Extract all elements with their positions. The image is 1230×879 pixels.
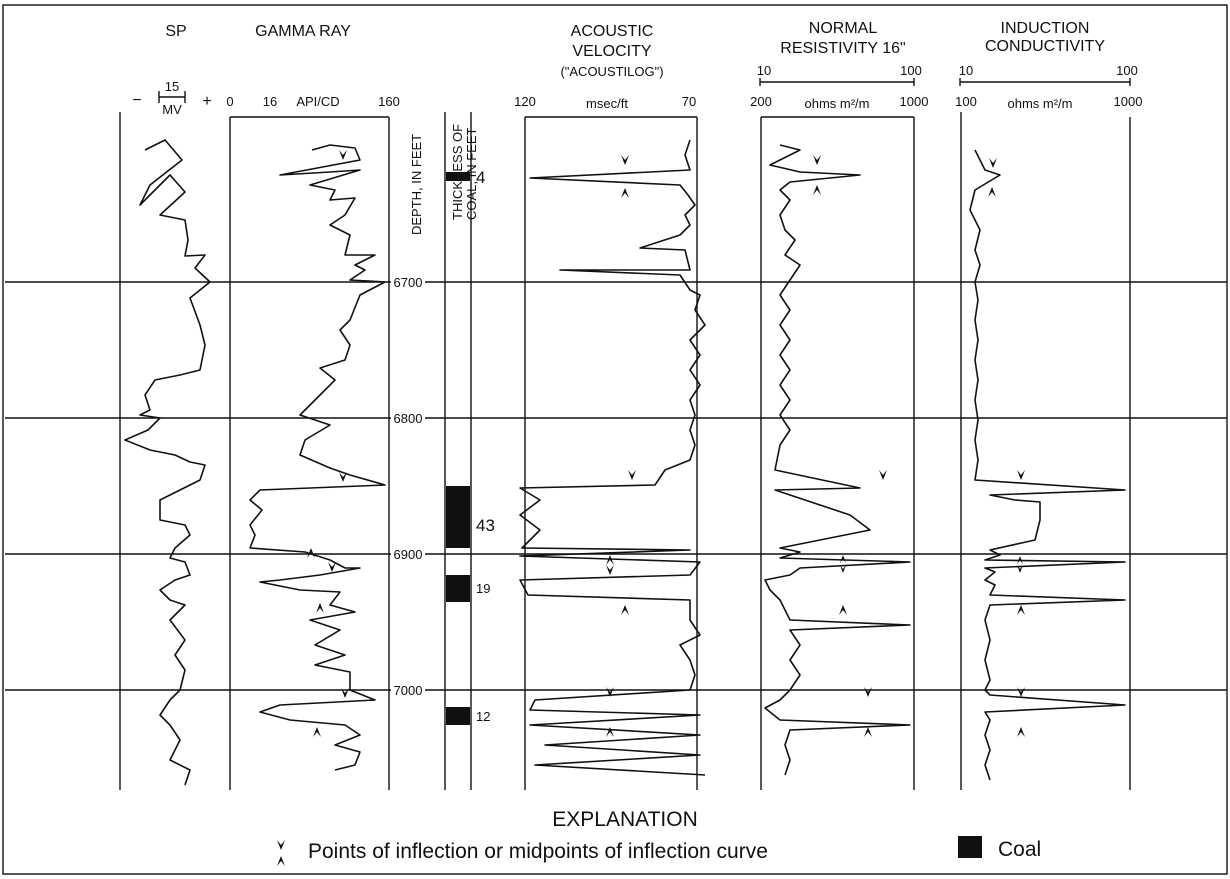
induction-conductivity-log-curve — [969, 149, 1126, 781]
depth-label-bg-7000 — [391, 681, 425, 699]
depth-label-bg-6800 — [391, 409, 425, 427]
acoustic-velocity-log-curve — [519, 139, 706, 776]
marker-gamma-1 — [339, 150, 347, 160]
acoustic-unit: msec/ft — [586, 96, 628, 111]
normal-top-right: 100 — [900, 63, 922, 78]
induction-top-left: 10 — [959, 63, 973, 78]
coal-thickness-12: 12 — [476, 709, 490, 724]
sp-minus-sign: − — [132, 92, 141, 109]
acoustic-tick-right: 70 — [682, 94, 696, 109]
gamma-tick-right: 160 — [378, 94, 400, 109]
induction-tick-right: 1000 — [1114, 94, 1143, 109]
marker-normal-2 — [879, 470, 887, 480]
marker-normal-1a — [813, 155, 821, 165]
marker-induction-2 — [1017, 470, 1025, 480]
gamma-tick-left: 0 — [226, 94, 233, 109]
explanation-title: EXPLANATION — [552, 808, 697, 831]
marker-gamma-3b — [328, 562, 336, 572]
coal-legend-text: Coal — [998, 838, 1041, 861]
marker-gamma-4 — [316, 603, 324, 613]
marker-induction-3b — [1017, 565, 1023, 573]
marker-normal-3a — [840, 555, 846, 563]
acoustic-title-1: ACOUSTIC — [571, 23, 654, 40]
marker-acoustic-3a — [606, 555, 614, 565]
marker-gamma-6 — [313, 727, 321, 737]
gamma-title: GAMMA RAY — [255, 23, 351, 40]
marker-induction-3a — [1017, 556, 1023, 564]
inflection-legend-text: Points of inflection or midpoints of inf… — [308, 840, 768, 863]
coal-thickness-label-1: THICKNESS OF — [450, 124, 465, 220]
acoustic-tick-left: 120 — [514, 94, 536, 109]
induction-title-2: CONDUCTIVITY — [985, 38, 1105, 55]
marker-normal-1b — [813, 185, 821, 195]
depth-label-6800: 6800 — [394, 411, 423, 426]
normal-title-2: RESISTIVITY 16" — [780, 40, 905, 57]
acoustic-title-2: VELOCITY — [572, 43, 651, 60]
coal-thickness-4: 4 — [476, 168, 485, 187]
induction-top-right: 100 — [1116, 63, 1138, 78]
induction-title-1: INDUCTION — [1001, 20, 1090, 37]
coal-bed-4ft — [446, 172, 470, 181]
gamma-tick-mid: 16 — [263, 94, 277, 109]
marker-acoustic-1b — [621, 188, 629, 198]
depth-label-7000: 7000 — [394, 683, 423, 698]
marker-induction-4 — [1017, 605, 1025, 615]
coal-legend-swatch — [958, 836, 982, 858]
depth-label-6900: 6900 — [394, 547, 423, 562]
coal-bed-12ft — [446, 707, 470, 725]
depth-label-bg-6900 — [391, 545, 425, 563]
marker-induction-5 — [1017, 687, 1025, 697]
sp-plus-sign: + — [202, 93, 211, 110]
coal-bed-19ft — [446, 575, 470, 602]
marker-acoustic-6 — [606, 727, 614, 737]
marker-gamma-5 — [341, 688, 349, 698]
inflection-legend-icon — [277, 840, 285, 866]
coal-thickness-43: 43 — [476, 516, 495, 535]
marker-acoustic-1a — [621, 155, 629, 165]
marker-normal-5 — [864, 687, 872, 697]
sp-scale-value: 15 — [165, 79, 179, 94]
normal-top-left: 10 — [757, 63, 771, 78]
marker-normal-3b — [840, 565, 846, 573]
figure-border — [2, 4, 1228, 875]
sp-log-curve — [124, 139, 211, 786]
marker-induction-6 — [1017, 727, 1025, 737]
gamma-unit: API/CD — [296, 94, 339, 109]
induction-tick-left: 100 — [955, 94, 977, 109]
marker-normal-6 — [864, 727, 872, 737]
marker-induction-1b — [988, 187, 996, 197]
depth-axis-label: DEPTH, IN FEET — [409, 134, 424, 235]
normal-unit: ohms m²/m — [805, 96, 870, 111]
acoustic-title-3: ("ACOUSTILOG") — [560, 64, 663, 79]
marker-acoustic-4 — [621, 605, 629, 615]
sp-scale-unit: MV — [162, 102, 182, 117]
normal-tick-left: 200 — [750, 94, 772, 109]
induction-unit: ohms m²/m — [1008, 96, 1073, 111]
gamma-ray-log-curve — [249, 144, 386, 771]
coal-thickness-19: 19 — [476, 581, 490, 596]
coal-bed-43ft — [446, 486, 470, 548]
marker-acoustic-3b — [606, 565, 614, 575]
marker-gamma-2 — [339, 472, 347, 482]
depth-label-6700: 6700 — [394, 275, 423, 290]
normal-tick-right: 1000 — [900, 94, 929, 109]
marker-gamma-3a — [307, 548, 315, 558]
marker-normal-4 — [839, 605, 847, 615]
depth-label-bg-6700 — [391, 273, 425, 291]
marker-induction-1a — [989, 158, 997, 168]
sp-title: SP — [165, 23, 186, 40]
marker-acoustic-5 — [606, 687, 614, 697]
inflection-markers — [307, 150, 1025, 737]
marker-acoustic-2 — [628, 470, 636, 480]
normal-title-1: NORMAL — [809, 20, 878, 37]
normal-resistivity-log-curve — [764, 144, 911, 776]
